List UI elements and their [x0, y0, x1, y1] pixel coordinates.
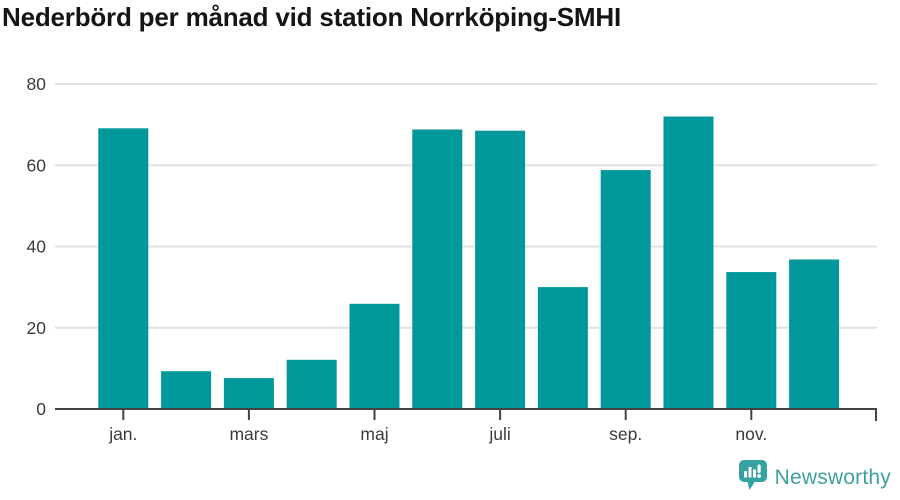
- x-axis-label-nov.: nov.: [735, 424, 767, 444]
- bar-apr.: [286, 359, 337, 409]
- bar-chart: 0 20 40 60 80 jan. mars maj juli sep. nov.: [27, 74, 877, 444]
- x-axis-label-juli: juli: [488, 424, 510, 444]
- y-axis-label-80: 80: [27, 74, 47, 94]
- bar-dec.: [789, 259, 840, 409]
- x-axis-label-maj: maj: [360, 424, 388, 444]
- bar-juni: [412, 129, 463, 409]
- x-axis-label-sep.: sep.: [609, 424, 642, 444]
- x-axis-label-mars: mars: [229, 424, 268, 444]
- bar-feb.: [161, 371, 212, 409]
- bar-aug.: [537, 287, 588, 409]
- bar-juli: [475, 130, 526, 409]
- newsworthy-logo[interactable]: Newsworthy: [738, 460, 891, 496]
- newsworthy-logo-text: Newsworthy: [774, 466, 891, 489]
- y-axis-label-0: 0: [36, 399, 46, 419]
- y-axis-label-40: 40: [27, 237, 47, 257]
- y-axis-label-20: 20: [27, 318, 47, 338]
- bar-okt.: [663, 116, 714, 409]
- bar-mars: [223, 378, 274, 409]
- chart-title: Nederbörd per månad vid station Norrköpi…: [2, 2, 621, 32]
- bar-jan.: [98, 128, 149, 410]
- newsworthy-logo-icon: [738, 460, 767, 496]
- bar-sep.: [600, 170, 651, 409]
- y-axis-label-60: 60: [27, 155, 47, 175]
- bar-nov.: [726, 272, 777, 409]
- x-axis-label-jan.: jan.: [108, 424, 137, 444]
- bar-maj: [349, 303, 400, 409]
